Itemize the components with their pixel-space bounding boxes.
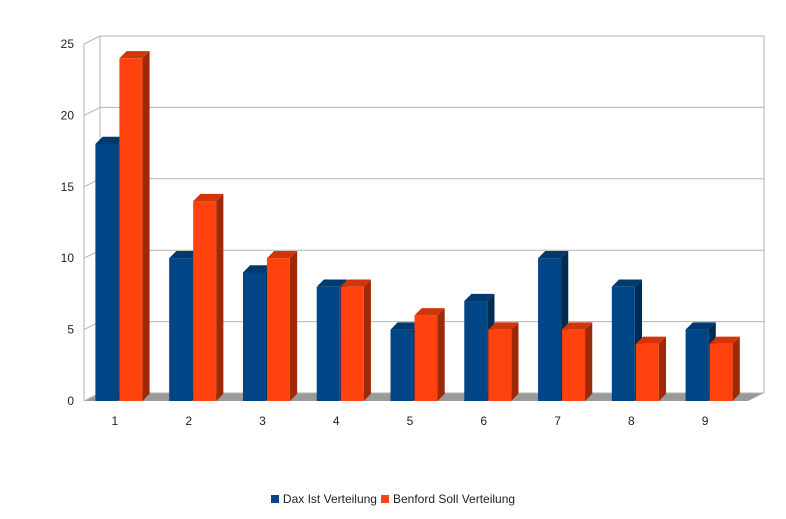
bar <box>119 51 150 401</box>
legend-item-series-2: Benford Soll Verteilung <box>380 492 516 506</box>
bar <box>193 193 224 401</box>
gridline-side <box>83 106 101 116</box>
gridline-side <box>83 35 101 45</box>
y-axis: 0 5 10 15 20 25 <box>61 37 75 408</box>
y-tick-label: 15 <box>61 180 75 194</box>
x-tick-label: 4 <box>333 414 340 428</box>
bar <box>266 251 298 401</box>
bar <box>562 322 593 401</box>
x-tick-label: 6 <box>480 414 487 428</box>
bar <box>488 322 519 401</box>
x-tick-label: 9 <box>702 414 709 428</box>
y-tick-label: 5 <box>67 323 74 337</box>
legend-label-series-2: Benford Soll Verteilung <box>392 492 516 506</box>
legend-label-series-1: Dax Ist Verteilung <box>282 492 377 506</box>
x-axis: 1 2 3 4 5 6 7 8 9 <box>112 414 709 428</box>
x-tick-label: 3 <box>259 414 266 428</box>
bar <box>340 279 371 401</box>
x-tick-label: 7 <box>554 414 561 428</box>
y-tick-label: 25 <box>61 37 75 51</box>
y-tick-label: 0 <box>67 394 74 408</box>
legend-swatch-series-1 <box>270 495 279 503</box>
legend: Dax Ist Verteilung Benford Soll Verteilu… <box>0 492 786 506</box>
bar <box>635 336 667 401</box>
x-tick-label: 1 <box>112 414 119 428</box>
legend-item-series-1: Dax Ist Verteilung <box>270 492 377 506</box>
x-tick-label: 8 <box>628 414 635 428</box>
bar <box>414 308 445 401</box>
legend-swatch-series-2 <box>380 495 389 503</box>
bar <box>709 336 740 401</box>
bars <box>95 51 740 401</box>
y-tick-label: 10 <box>61 251 75 265</box>
x-tick-label: 2 <box>185 414 192 428</box>
x-tick-label: 5 <box>407 414 414 428</box>
y-tick-label: 20 <box>61 108 75 122</box>
